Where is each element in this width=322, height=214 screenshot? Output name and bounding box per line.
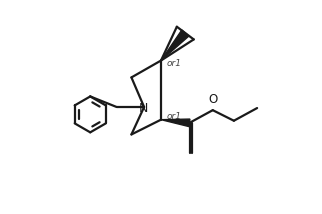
Text: O: O: [208, 93, 217, 106]
Polygon shape: [161, 30, 189, 61]
Polygon shape: [161, 119, 190, 127]
Text: or1: or1: [166, 59, 181, 68]
Text: N: N: [138, 102, 148, 114]
Text: or1: or1: [166, 112, 181, 121]
